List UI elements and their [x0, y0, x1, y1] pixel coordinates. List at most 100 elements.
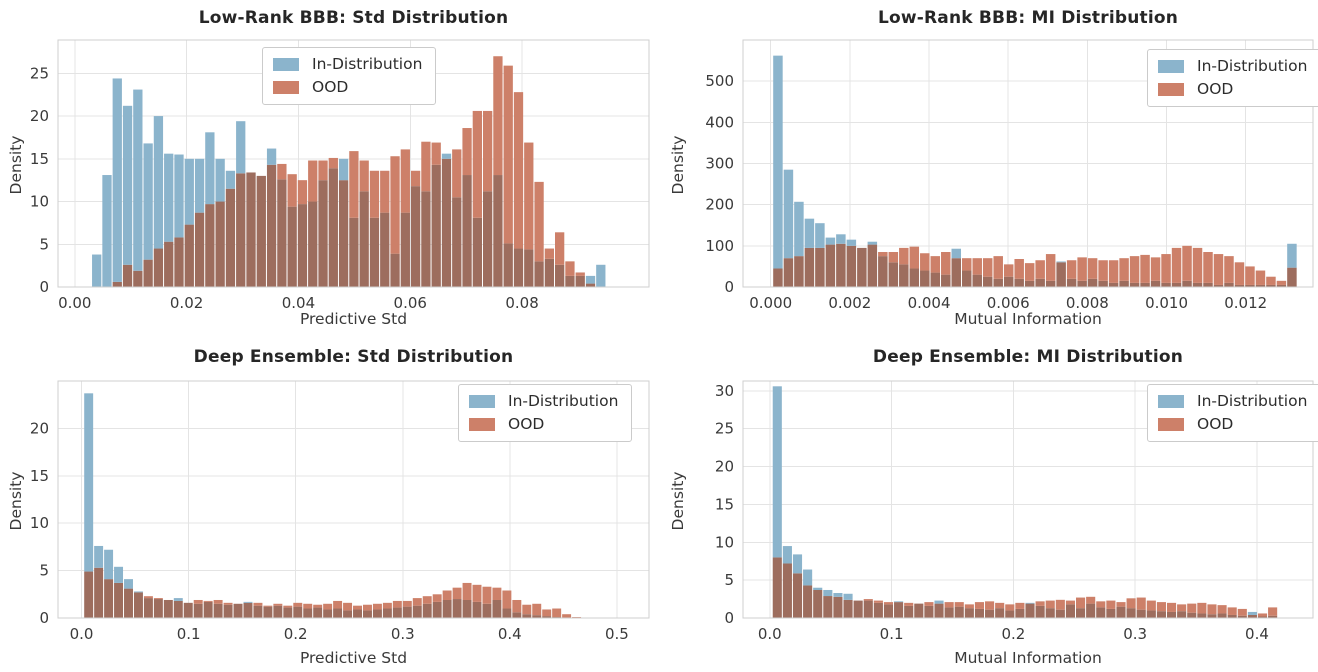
hist-bar-overlap — [104, 579, 114, 618]
hist-bar-ood — [293, 602, 303, 607]
hist-bar-in-distribution — [782, 546, 792, 564]
hist-bar-overlap — [273, 605, 283, 618]
hist-bar-overlap — [954, 606, 964, 618]
hist-bar-overlap — [441, 158, 452, 287]
hist-bar-overlap — [815, 247, 825, 287]
hist-bar-overlap — [266, 164, 277, 287]
hist-bar-ood — [1106, 600, 1116, 609]
hist-bar-ood — [1276, 280, 1287, 285]
hist-bar-overlap — [1045, 608, 1055, 618]
hist-bar-in-distribution — [843, 593, 853, 600]
hist-bar-overlap — [353, 609, 362, 618]
hist-bar-overlap — [410, 186, 421, 287]
hist-bar-overlap — [432, 601, 442, 618]
hist-bar-ood — [323, 603, 333, 610]
hist-bar-ood — [1087, 258, 1098, 279]
y-tick-label: 200 — [705, 196, 734, 214]
hist-bar-in-distribution — [804, 218, 815, 248]
hist-bar-in-distribution — [124, 579, 133, 589]
panel-ensemble-std: Deep Ensemble: Std Distribution Density … — [0, 336, 659, 672]
legend: In-Distribution OOD — [1147, 49, 1318, 107]
hist-bar-ood — [972, 258, 982, 275]
hist-bar-overlap — [400, 212, 410, 287]
hist-bar-overlap — [203, 601, 213, 618]
hist-bar-overlap — [1171, 282, 1182, 287]
hist-bar-in-distribution — [102, 175, 112, 287]
hist-bar-overlap — [836, 243, 846, 287]
hist-bar-in-distribution — [84, 393, 94, 572]
hist-bar-in-distribution — [184, 158, 194, 225]
hist-bar-overlap — [277, 179, 287, 287]
hist-bar-overlap — [867, 244, 878, 287]
hist-bar-overlap — [1287, 267, 1297, 287]
hist-bar-overlap — [783, 258, 794, 287]
histogram-plot: 0.0 0.1 0.2 0.3 0.4 0 5 10 15 20 25 30 — [715, 380, 1314, 643]
hist-bar-overlap — [1126, 608, 1136, 618]
hist-bar-overlap — [888, 262, 899, 287]
panel-ensemble-mi: Deep Ensemble: MI Distribution Density 0… — [659, 336, 1318, 672]
hist-bar-ood — [512, 599, 522, 613]
hist-bar-overlap — [1150, 280, 1161, 287]
hist-bar-ood — [1182, 245, 1192, 281]
hist-bar-overlap — [173, 600, 183, 618]
hist-bar-ood — [349, 151, 359, 218]
hist-bar-overlap — [114, 582, 124, 618]
hist-bar-ood — [1197, 602, 1207, 614]
hist-bar-ood — [1266, 276, 1276, 285]
y-tick-label: 5 — [39, 235, 49, 253]
hist-bar-overlap — [914, 603, 924, 618]
y-tick-label: 300 — [705, 155, 734, 173]
hist-bar-ood — [153, 598, 163, 600]
hist-bar-ood — [421, 141, 431, 192]
hist-bar-overlap — [974, 608, 985, 618]
hist-bar-overlap — [84, 571, 94, 618]
hist-bar-overlap — [985, 609, 995, 618]
hist-bar-overlap — [1161, 282, 1171, 287]
hist-bar-overlap — [930, 272, 941, 287]
hist-bar-in-distribution — [143, 143, 153, 260]
hist-bar-in-distribution — [1247, 611, 1257, 615]
hist-bar-ood — [1268, 607, 1278, 616]
x-tick-label: 0.04 — [282, 294, 315, 312]
hist-bar-overlap — [772, 557, 782, 618]
hist-bar-ood — [513, 92, 524, 249]
hist-bar-ood — [930, 256, 941, 273]
hist-bar-overlap — [512, 612, 522, 618]
hist-bar-overlap — [482, 603, 492, 618]
hist-bar-in-distribution — [104, 549, 114, 580]
hist-bar-ood — [359, 160, 369, 192]
hist-bar-ood — [1086, 596, 1096, 604]
hist-bar-overlap — [205, 204, 215, 287]
hist-bar-overlap — [813, 589, 823, 618]
y-tick-label: 0 — [724, 609, 734, 627]
hist-bar-overlap — [287, 206, 297, 287]
hist-bar-overlap — [964, 608, 974, 618]
hist-bar-overlap — [194, 212, 205, 287]
hist-bar-overlap — [972, 274, 982, 287]
hist-bar-in-distribution — [792, 554, 803, 574]
hist-bar-ood — [369, 170, 380, 218]
hist-bar-overlap — [1268, 615, 1278, 618]
hist-bar-overlap — [534, 261, 544, 287]
hist-bar-overlap — [338, 180, 349, 287]
hist-bar-overlap — [804, 247, 815, 287]
hist-bar-overlap — [124, 588, 133, 618]
hist-bar-overlap — [233, 603, 243, 618]
hist-bar-overlap — [1146, 610, 1156, 618]
hist-bar-overlap — [1227, 614, 1237, 618]
hist-bar-ood — [1146, 600, 1156, 611]
hist-bar-overlap — [532, 615, 542, 618]
hist-bar-ood — [372, 603, 382, 610]
hist-bar-overlap — [390, 253, 400, 287]
hist-bar-overlap — [462, 599, 472, 618]
y-tick-label: 15 — [30, 467, 49, 485]
x-axis-label: Mutual Information — [954, 649, 1102, 667]
hist-bar-overlap — [1096, 607, 1106, 618]
hist-bar-overlap — [1129, 282, 1140, 287]
hist-bar-overlap — [193, 603, 203, 618]
x-tick-label: 0.008 — [1066, 294, 1109, 312]
hist-bar-in-distribution — [815, 223, 825, 248]
hist-bar-in-distribution — [215, 158, 225, 202]
hist-bar-ood — [422, 596, 432, 604]
x-axis-label: Predictive Std — [299, 649, 408, 667]
